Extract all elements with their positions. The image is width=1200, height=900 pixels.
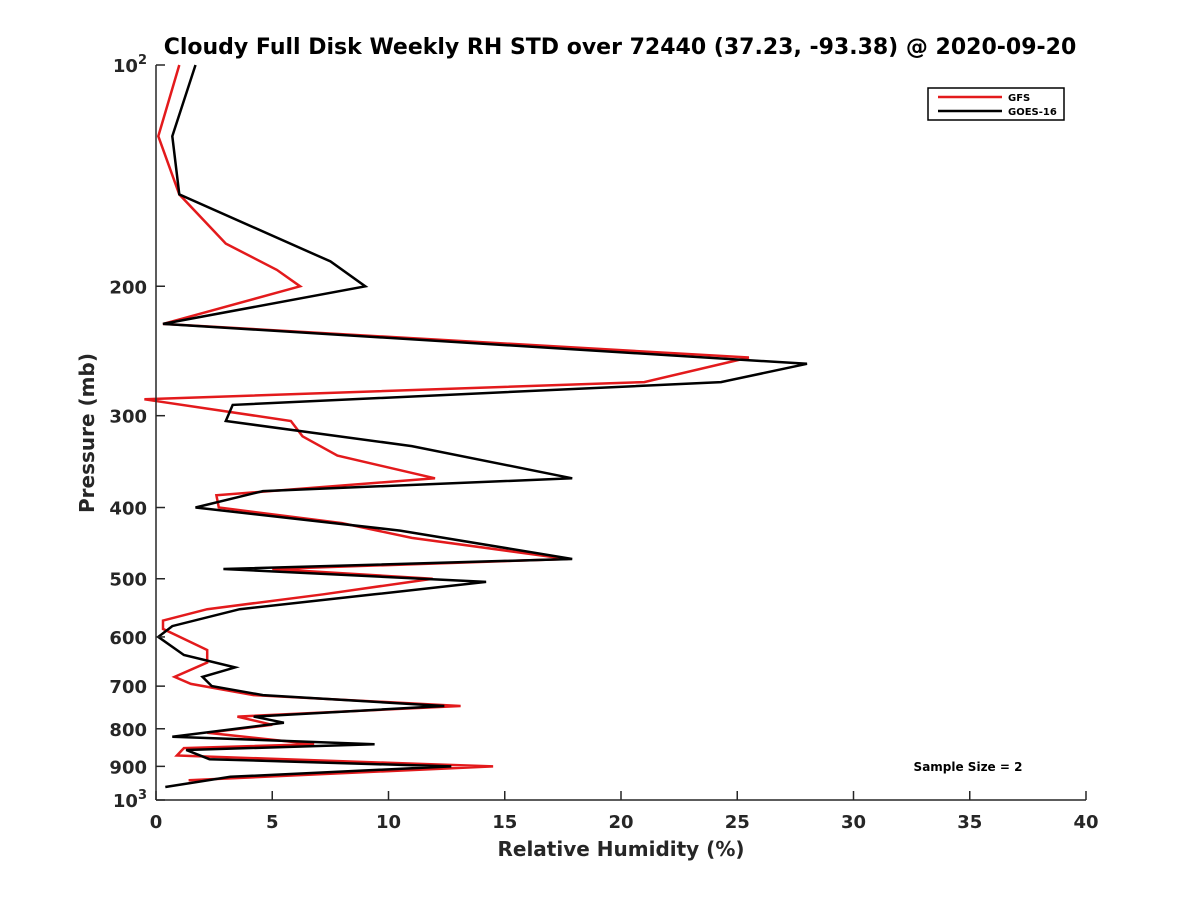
x-tick-label: 15 bbox=[492, 812, 517, 833]
x-tick-label: 10 bbox=[376, 812, 401, 833]
y-tick-label: 300 bbox=[109, 407, 147, 428]
series-layer bbox=[144, 64, 808, 789]
series-line-goes-16 bbox=[156, 64, 808, 789]
x-tick-label: 25 bbox=[725, 812, 750, 833]
y-axis-ticks: 102 200 300 400 500 600 700 800 900 103 bbox=[109, 53, 165, 812]
legend-label: GOES-16 bbox=[1008, 107, 1057, 118]
x-tick-label: 0 bbox=[150, 812, 163, 833]
x-axis-label: Relative Humidity (%) bbox=[497, 837, 744, 861]
y-tick-label: 700 bbox=[109, 677, 147, 698]
y-tick-label: 500 bbox=[109, 570, 147, 591]
legend: GFS GOES-16 bbox=[927, 87, 1065, 121]
plot-area bbox=[156, 65, 1086, 800]
chart-title: Cloudy Full Disk Weekly RH STD over 7244… bbox=[164, 35, 1077, 60]
x-tick-label: 40 bbox=[1073, 812, 1098, 833]
y-axis-label: Pressure (mb) bbox=[75, 353, 99, 513]
y-tick-label: 600 bbox=[109, 628, 147, 649]
legend-label: GFS bbox=[1008, 93, 1030, 104]
legend-box bbox=[927, 87, 1065, 121]
y-tick-label: 900 bbox=[109, 757, 147, 778]
x-tick-label: 20 bbox=[608, 812, 633, 833]
x-tick-label: 30 bbox=[841, 812, 866, 833]
x-tick-label: 5 bbox=[266, 812, 279, 833]
x-tick-label: 35 bbox=[957, 812, 982, 833]
y-tick-label: 102 bbox=[113, 53, 147, 77]
y-tick-label: 800 bbox=[109, 720, 147, 741]
x-axis-ticks: 0 5 10 15 20 25 30 35 40 bbox=[150, 791, 1099, 833]
y-tick-label: 400 bbox=[109, 499, 147, 520]
y-tick-label: 200 bbox=[109, 277, 147, 298]
sample-size-annotation: Sample Size = 2 bbox=[914, 760, 1023, 774]
y-tick-label: 103 bbox=[113, 788, 147, 812]
